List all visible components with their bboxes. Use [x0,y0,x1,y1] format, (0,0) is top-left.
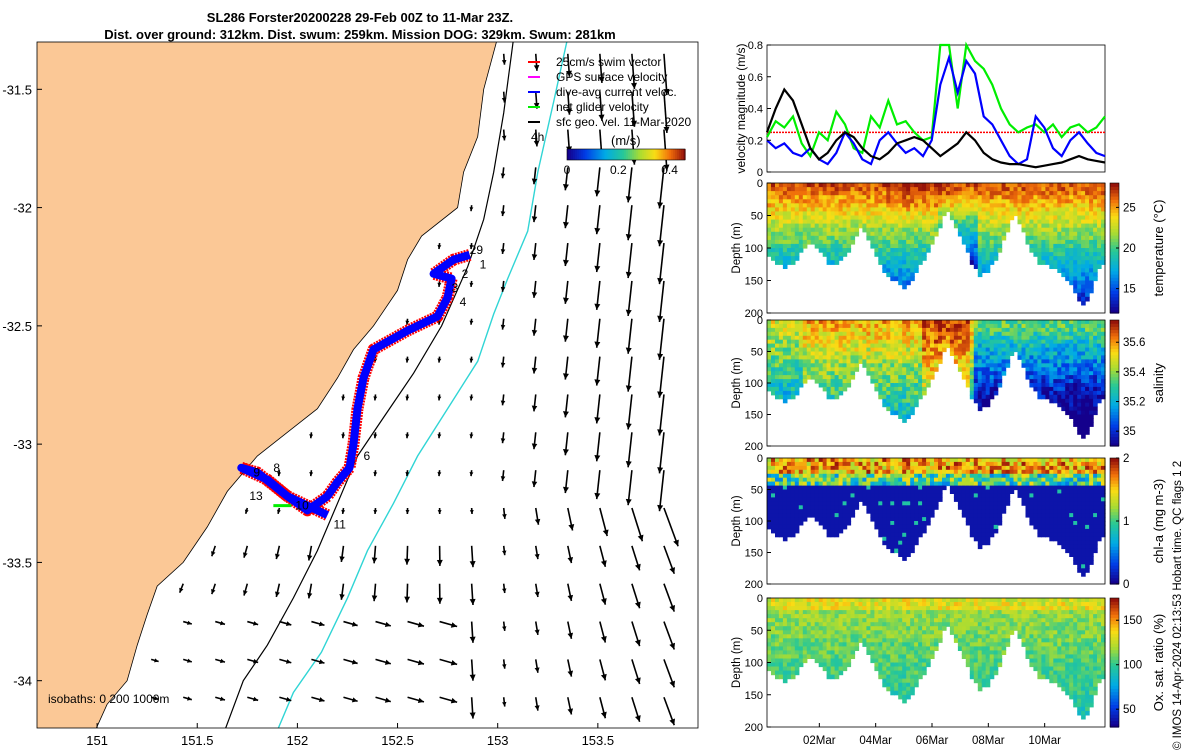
profile-cells [767,598,1106,720]
colorbar-tick-label: 1 [1123,516,1129,528]
colorbar-label: salinity [1151,363,1166,403]
colorbar-tick-label: 50 [1123,704,1136,716]
map-xtick-label: 151.5 [181,733,214,748]
colorbar-unit: (m/s) [611,133,641,148]
profile-colorbar: 0 1 2 [1109,453,1129,591]
velocity-frame [766,44,1106,173]
credit-text: © IMOS 14-Apr-2024 02:13:53 Hobart time.… [1172,460,1184,750]
colorbar-label: temperature (°C) [1151,200,1166,297]
colorbar-tick-label: 0 [1123,579,1129,591]
profile-colorbar: 35 35.2 35.4 35.6 [1109,319,1146,447]
waypoint-label: 11 [333,518,346,532]
colorbar-tick-label: 25 [1123,202,1136,214]
isobaths-label: isobaths: 0 200 1000m [48,692,169,706]
waypoint-label: 10 [295,499,309,513]
legend-entry: net glider velocity [556,100,649,114]
colorbar-tick: 0 [564,163,571,177]
colorbar-tick-label: 35 [1123,426,1136,438]
colorbar-label: Ox. sat. ratio (%) [1151,614,1166,712]
colorbar-tick-label: 15 [1123,284,1136,296]
map-xtick-label: 151 [86,733,108,748]
profile-frame [766,457,1106,585]
profile-xtick-label: 08Mar [972,735,1005,747]
colorbar-tick-label: 35.2 [1123,397,1145,409]
colorbar-tick-label: 35.6 [1123,337,1145,349]
map-xtick-label: 153 [487,733,509,748]
velocity-series-line [765,87,1106,169]
profile-cells [767,458,1106,577]
profile-frame [766,182,1106,314]
map-ytick-label: -34 [13,674,32,689]
profile-xtick-label: 04Mar [859,735,892,747]
waypoint-label: 2 [462,267,469,281]
waypoint-label: 8 [273,461,280,475]
map-xtick-label: 153.5 [582,733,615,748]
profile-xtick-label: 10Mar [1028,735,1061,747]
profile-xtick-label: 02Mar [803,735,836,747]
colorbar-tick-label: 35.4 [1123,367,1146,379]
colorbar-tick-label: 100 [1123,660,1142,672]
profile-colorbar: 50 100 150 [1109,597,1142,728]
legend-entry: GPS surface velocity [556,70,667,84]
profile-background [767,598,1105,727]
waypoint-label: 13 [249,489,263,503]
map-xtick-label: 152.5 [381,733,414,748]
profile-background [767,320,1105,446]
profile-frame [766,319,1106,447]
waypoint-label: 4 [460,295,467,309]
colorbar-tick-label: 150 [1123,615,1142,627]
profile-xtick-label: 06Mar [916,735,949,747]
profile-background [767,458,1105,584]
waypoint-label: 1 [480,257,487,271]
colorbar-tick: 0.4 [661,163,678,177]
waypoint-label: 6 [363,449,370,463]
velocity-series-line [766,53,1106,166]
waypoint-label: 29 [470,243,484,257]
map-ytick-label: -31.5 [2,82,32,97]
reference-arrow-label: 4h [531,130,544,144]
profile-cells [767,320,1106,439]
map-ytick-label: -33 [13,437,32,452]
legend-entry: dive-avg current veloc. [556,85,677,99]
waypoint-label: 3 [452,281,459,295]
speed-colorbar [566,148,686,161]
colorbar-tick: 0.2 [610,163,627,177]
profile-frame [766,597,1106,728]
waypoint-label: 9 [253,466,260,480]
map-ytick-label: -32.5 [2,319,32,334]
legend-entry: sfc geo. vel. 11-Mar-2020 [556,115,692,129]
map-ytick-label: -33.5 [2,555,32,570]
profile-cells [767,183,1106,306]
profile-colorbar: 15 20 25 [1109,182,1136,314]
legend-entry: 25cm/s swim vector [556,55,661,69]
map-ytick-label: -32 [13,201,32,216]
profile-background [767,183,1105,313]
velocity-series-line [766,41,1106,159]
colorbar-label: chl-a (mg m-3) [1151,479,1166,564]
colorbar-tick-label: 20 [1123,243,1136,255]
map-xtick-label: 152 [287,733,309,748]
colorbar-tick-label: 2 [1123,453,1129,465]
